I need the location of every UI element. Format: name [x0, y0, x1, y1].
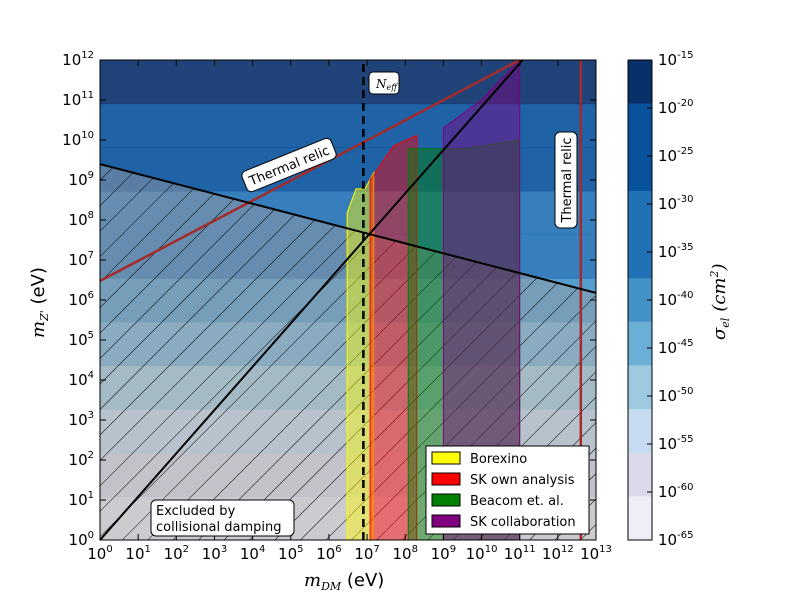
legend-label: SK collaboration — [470, 515, 576, 530]
x-tick-label: 1011 — [504, 544, 536, 563]
colorbar-tick-label: 10-65 — [658, 530, 693, 549]
x-tick-label: 1012 — [542, 544, 574, 563]
y-tick-label: 102 — [69, 450, 94, 469]
y-tick-label: 107 — [69, 250, 94, 269]
x-tick-label: 109 — [431, 544, 456, 563]
colorbar-swatch — [628, 190, 652, 236]
y-tick-label: 104 — [69, 370, 94, 389]
region-sk-collaboration — [442, 60, 521, 540]
colorbar-tick-label: 10-40 — [658, 290, 693, 309]
colorbar-tick-label: 10-55 — [658, 434, 693, 453]
y-tick-label: 105 — [69, 330, 94, 349]
x-tick-label: 1013 — [580, 544, 612, 563]
neff-label: Neff — [368, 71, 400, 95]
legend-label: SK own analysis — [470, 473, 575, 488]
legend-swatch — [431, 472, 461, 486]
colorbar-tick-label: 10-45 — [658, 338, 693, 357]
x-axis-label: mDM (eV) — [304, 570, 384, 593]
y-tick-label: 106 — [69, 290, 94, 309]
colorbar-ticks: 10-15 10-20 10-25 10-30 10-35 10-40 10-45 10-50… — [647, 50, 693, 549]
constraint-regions — [346, 60, 521, 540]
colorbar-tick-label: 10-50 — [658, 386, 693, 405]
y-tick-label: 109 — [69, 170, 94, 189]
x-tick-label: 100 — [87, 544, 112, 563]
y-tick-label: 103 — [69, 410, 94, 429]
sigma-band — [100, 60, 596, 105]
legend-swatch — [431, 514, 461, 528]
y-axis-label: mZ' (eV) — [28, 267, 51, 338]
x-tick-label: 108 — [392, 544, 417, 563]
legend: Borexino SK own analysis Beacom et. al. SK … — [425, 445, 590, 535]
colorbar-tick-label: 10-25 — [658, 146, 693, 165]
colorbar-swatch — [628, 60, 652, 105]
colorbar-swatch — [628, 234, 652, 279]
sigma-band — [100, 147, 596, 192]
colorbar-swatch — [628, 147, 652, 192]
region-borexino — [346, 171, 375, 540]
y-tick-label: 101 — [69, 490, 94, 509]
colorbar-tick-label: 10-30 — [658, 194, 693, 213]
legend-label: Beacom et. al. — [470, 494, 564, 509]
colorbar-swatch — [628, 452, 652, 497]
legend-swatch — [431, 493, 461, 507]
region-beacom-et-al- — [407, 139, 521, 540]
colorbar-tick-label: 10-35 — [658, 242, 693, 261]
x-tick-label: 107 — [354, 544, 379, 563]
y-tick-label: 100 — [69, 530, 94, 549]
y-tick-label: 1012 — [62, 50, 94, 69]
x-tick-label: 101 — [125, 544, 150, 563]
sigma-band — [100, 103, 596, 148]
curve-thermal-relic-0 — [100, 60, 521, 283]
x-tick-label: 1010 — [466, 544, 498, 563]
x-tick-label: 103 — [202, 544, 227, 563]
colorbar-swatch — [628, 103, 652, 148]
colorbar-label: σel(cm2) — [708, 263, 732, 340]
x-tick-label: 102 — [164, 544, 189, 563]
colorbar-swatch — [628, 496, 652, 541]
excluded-label: Excluded by collisional damping — [150, 499, 295, 537]
x-tick-label: 104 — [240, 544, 265, 563]
colorbar — [628, 60, 652, 541]
colorbar-swatch — [628, 409, 652, 454]
colorbar-swatch — [628, 365, 652, 410]
y-tick-label: 108 — [69, 210, 94, 229]
excluded-text-2: collisional damping — [156, 520, 281, 535]
thermal-relic-text-2: Thermal relic — [560, 137, 575, 223]
colorbar-tick-label: 10-60 — [658, 482, 693, 501]
colorbar-tick-label: 10-20 — [658, 98, 693, 117]
x-tick-label: 106 — [316, 544, 341, 563]
curve-line-3 — [100, 163, 596, 294]
excluded-text-1: Excluded by — [156, 504, 236, 519]
legend-label: Borexino — [470, 452, 527, 467]
thermal-relic-label-vertical: Thermal relic — [554, 131, 578, 229]
y-axis-ticks: 100 101 102 103 104 105 106 107 108 109 1010 1011 10… — [62, 50, 596, 549]
legend-swatch — [431, 451, 461, 465]
y-tick-label: 1011 — [62, 90, 94, 109]
neff-text: Neff — [375, 77, 398, 92]
y-tick-label: 1010 — [62, 130, 94, 149]
x-axis-ticks: 100 101 102 103 104 105 106 107 108 109 1010 1011 10… — [87, 60, 612, 563]
colorbar-swatch — [628, 321, 652, 366]
x-tick-label: 105 — [278, 544, 303, 563]
curves — [100, 60, 596, 540]
colorbar-tick-label: 10-15 — [658, 50, 693, 69]
curve-line-2 — [100, 60, 524, 540]
